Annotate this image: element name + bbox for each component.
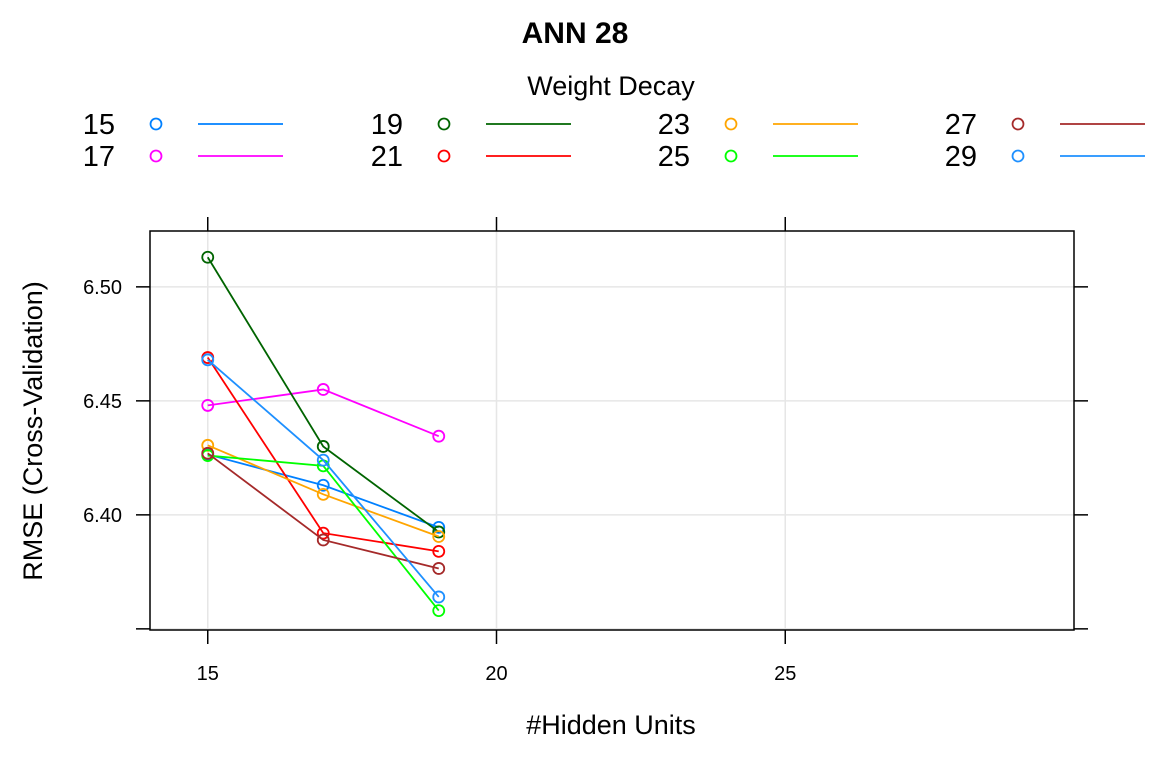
legend-marker xyxy=(724,149,738,163)
data-point xyxy=(316,487,330,501)
data-point xyxy=(201,353,215,367)
data-point xyxy=(316,440,330,453)
legend-label: 15 xyxy=(83,109,115,141)
legend-title: Weight Decay xyxy=(527,71,695,101)
x-tick-label: 15 xyxy=(197,663,219,685)
legend-item-15: 15 xyxy=(83,109,283,141)
data-point xyxy=(432,429,446,443)
legend-item-19: 19 xyxy=(371,109,571,141)
legend-label: 29 xyxy=(945,141,977,173)
series-layer xyxy=(201,250,446,618)
legend-marker xyxy=(724,117,738,131)
y-tick-label: 6.40 xyxy=(83,505,122,527)
x-axis-title: #Hidden Units xyxy=(526,710,696,740)
data-point xyxy=(432,562,446,575)
series-line xyxy=(207,359,440,598)
series-17 xyxy=(201,383,446,443)
legend-item-23: 23 xyxy=(658,109,858,141)
series-29 xyxy=(201,353,446,604)
series-line xyxy=(207,452,439,570)
legend-marker xyxy=(1011,149,1025,163)
series-19 xyxy=(201,250,446,539)
plot-frame xyxy=(149,230,1075,631)
legend-marker xyxy=(149,117,163,131)
legend-label: 23 xyxy=(658,109,690,141)
y-tick-label: 6.50 xyxy=(83,277,122,299)
y-axis-title: RMSE (Cross-Validation) xyxy=(18,281,48,581)
legend-item-17: 17 xyxy=(83,141,283,173)
legend-label: 17 xyxy=(83,141,115,173)
legend-label: 21 xyxy=(371,141,403,173)
data-point xyxy=(316,383,330,396)
series-line xyxy=(206,357,439,553)
data-point xyxy=(432,604,446,618)
legend-marker xyxy=(1011,117,1025,131)
data-point xyxy=(316,526,330,540)
data-point xyxy=(316,453,330,467)
x-axis: 15 20 25 xyxy=(197,217,796,685)
legend-item-25: 25 xyxy=(658,141,858,173)
series-line xyxy=(207,444,440,538)
data-point xyxy=(316,478,330,492)
series-line xyxy=(207,388,440,438)
grid xyxy=(150,231,1074,630)
chart-title: ANN 28 xyxy=(522,17,629,50)
legend-item-27: 27 xyxy=(945,109,1145,141)
data-point xyxy=(201,399,215,412)
legend-label: 27 xyxy=(945,109,977,141)
y-axis: 6.40 6.45 6.50 xyxy=(83,277,1088,630)
legend-item-29: 29 xyxy=(945,141,1145,173)
legend-item-21: 21 xyxy=(371,141,571,173)
y-tick-label: 6.45 xyxy=(83,391,122,413)
legend-label: 25 xyxy=(658,141,690,173)
data-point xyxy=(432,530,446,543)
data-point xyxy=(201,250,215,264)
data-point xyxy=(316,533,330,547)
x-tick-label: 25 xyxy=(774,663,796,685)
data-point xyxy=(432,525,446,539)
legend-marker xyxy=(437,117,451,131)
series-line xyxy=(206,256,440,533)
data-point xyxy=(432,590,446,604)
x-tick-label: 20 xyxy=(485,663,507,685)
series-27 xyxy=(201,446,446,575)
legend-marker xyxy=(437,149,451,163)
data-point xyxy=(201,446,215,460)
series-line xyxy=(207,453,440,529)
data-point xyxy=(432,544,446,558)
legend-marker xyxy=(149,149,163,163)
legend-label: 19 xyxy=(371,109,403,141)
